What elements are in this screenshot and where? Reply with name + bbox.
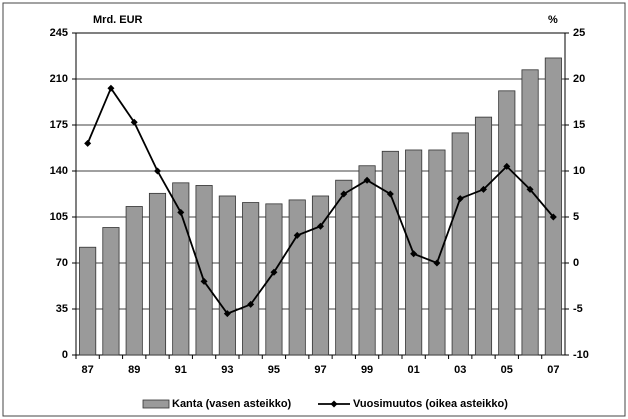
bar — [381, 150, 399, 356]
x-tick-label: 89 — [128, 364, 140, 376]
y-tick-label: 210 — [50, 73, 68, 85]
line-marker — [433, 259, 441, 267]
y-axis-label: Mrd. EUR — [93, 14, 143, 26]
line-marker — [386, 190, 394, 198]
line-marker — [107, 84, 115, 92]
y-tick-label: 0 — [62, 349, 68, 361]
line-marker — [317, 222, 324, 230]
x-tick-label: 91 — [175, 364, 187, 376]
line-marker — [247, 300, 255, 308]
x-tick-label: 03 — [454, 364, 466, 376]
y2-tick-label: 10 — [573, 165, 585, 177]
line-marker — [223, 310, 231, 318]
bar — [172, 182, 190, 356]
bar — [102, 227, 120, 356]
bar — [474, 116, 493, 356]
bar — [288, 199, 306, 356]
bar — [79, 246, 97, 356]
x-tick-label: 99 — [361, 364, 373, 376]
line-marker — [84, 139, 92, 147]
line-marker — [549, 213, 557, 221]
line-marker — [503, 162, 511, 170]
bar — [335, 179, 353, 356]
bar — [218, 195, 236, 356]
x-tick-label: 01 — [408, 364, 420, 376]
y-tick-label: 70 — [56, 257, 68, 269]
bar — [125, 206, 143, 356]
bar — [521, 69, 539, 356]
y-tick-label: 105 — [50, 211, 68, 223]
y-tick-label: 245 — [50, 27, 68, 39]
y-tick-label: 140 — [50, 165, 68, 177]
y2-tick-label: 25 — [573, 27, 585, 39]
line-marker — [340, 190, 348, 198]
y2-tick-label: 5 — [573, 211, 579, 223]
bar — [242, 202, 260, 356]
line-marker — [363, 176, 371, 184]
line-marker — [130, 118, 138, 126]
line-marker — [526, 185, 534, 193]
line-marker — [154, 167, 161, 175]
bar — [428, 149, 446, 356]
y2-axis-label: % — [548, 14, 558, 26]
y-tick-label: 35 — [56, 303, 68, 315]
x-tick-label: 05 — [501, 364, 513, 376]
y2-tick-label: 0 — [573, 257, 579, 269]
x-tick-label: 07 — [547, 364, 559, 376]
bar — [195, 185, 213, 356]
legend-swatch — [142, 399, 170, 409]
y2-tick-label: 15 — [573, 119, 585, 131]
y2-tick-label: -10 — [573, 349, 589, 361]
line-marker — [410, 250, 418, 258]
line-marker — [177, 208, 185, 216]
line-marker — [200, 277, 208, 285]
legend-label: Vuosimuutos (oikea asteikko) — [353, 398, 508, 410]
line-marker — [480, 185, 487, 193]
y2-tick-label: -5 — [573, 303, 583, 315]
legend-marker — [330, 400, 338, 408]
line-marker — [270, 268, 278, 276]
bar — [498, 90, 516, 356]
bar — [544, 57, 562, 356]
legend-label: Kanta (vasen asteikko) — [172, 398, 292, 410]
bar — [311, 195, 330, 356]
bar — [265, 203, 283, 356]
x-tick-label: 93 — [221, 364, 233, 376]
line-marker — [456, 195, 464, 203]
x-tick-label: 97 — [314, 364, 326, 376]
line-marker — [293, 231, 301, 239]
bar — [451, 132, 469, 356]
y2-tick-label: 20 — [573, 73, 585, 85]
bar — [358, 165, 376, 356]
x-tick-label: 87 — [82, 364, 94, 376]
y-tick-label: 175 — [50, 119, 68, 131]
x-tick-label: 95 — [268, 364, 280, 376]
bar — [148, 192, 167, 356]
